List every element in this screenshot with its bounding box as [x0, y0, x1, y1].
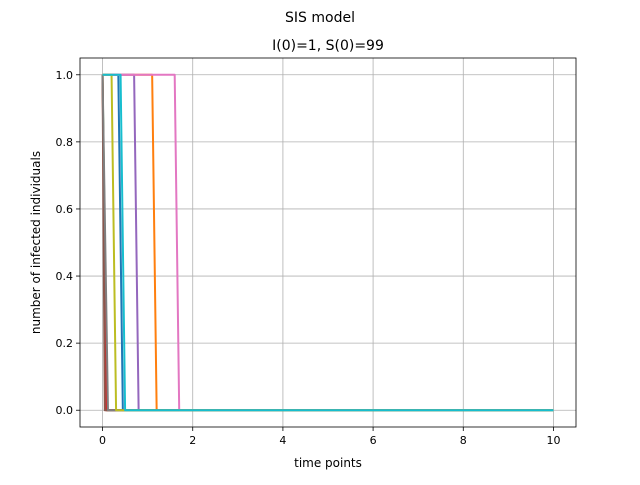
y-tick-label: 0.0 — [56, 404, 74, 417]
x-tick-label: 8 — [460, 434, 467, 447]
x-tick-label: 2 — [189, 434, 196, 447]
y-tick-label: 0.6 — [56, 203, 74, 216]
x-tick-label: 10 — [546, 434, 560, 447]
x-tick-label: 0 — [99, 434, 106, 447]
y-tick-label: 0.8 — [56, 136, 74, 149]
y-axis-ticks: 0.0 0.2 0.4 0.6 0.8 1.0 — [56, 69, 80, 417]
x-tick-label: 6 — [370, 434, 377, 447]
chart-title: I(0)=1, S(0)=99 — [272, 38, 384, 54]
figure-suptitle: SIS model — [285, 10, 355, 26]
y-axis-label: number of infected individuals — [29, 151, 43, 334]
y-tick-label: 0.4 — [56, 270, 74, 283]
x-tick-label: 4 — [279, 434, 286, 447]
series-lines — [101, 73, 554, 412]
series-line-10 — [102, 73, 554, 412]
y-tick-label: 1.0 — [56, 69, 74, 82]
x-axis-ticks: 0 2 4 6 8 10 — [99, 427, 560, 447]
y-tick-label: 0.2 — [56, 337, 74, 350]
axes-frame — [79, 57, 577, 428]
x-axis-label: time points — [294, 456, 362, 470]
